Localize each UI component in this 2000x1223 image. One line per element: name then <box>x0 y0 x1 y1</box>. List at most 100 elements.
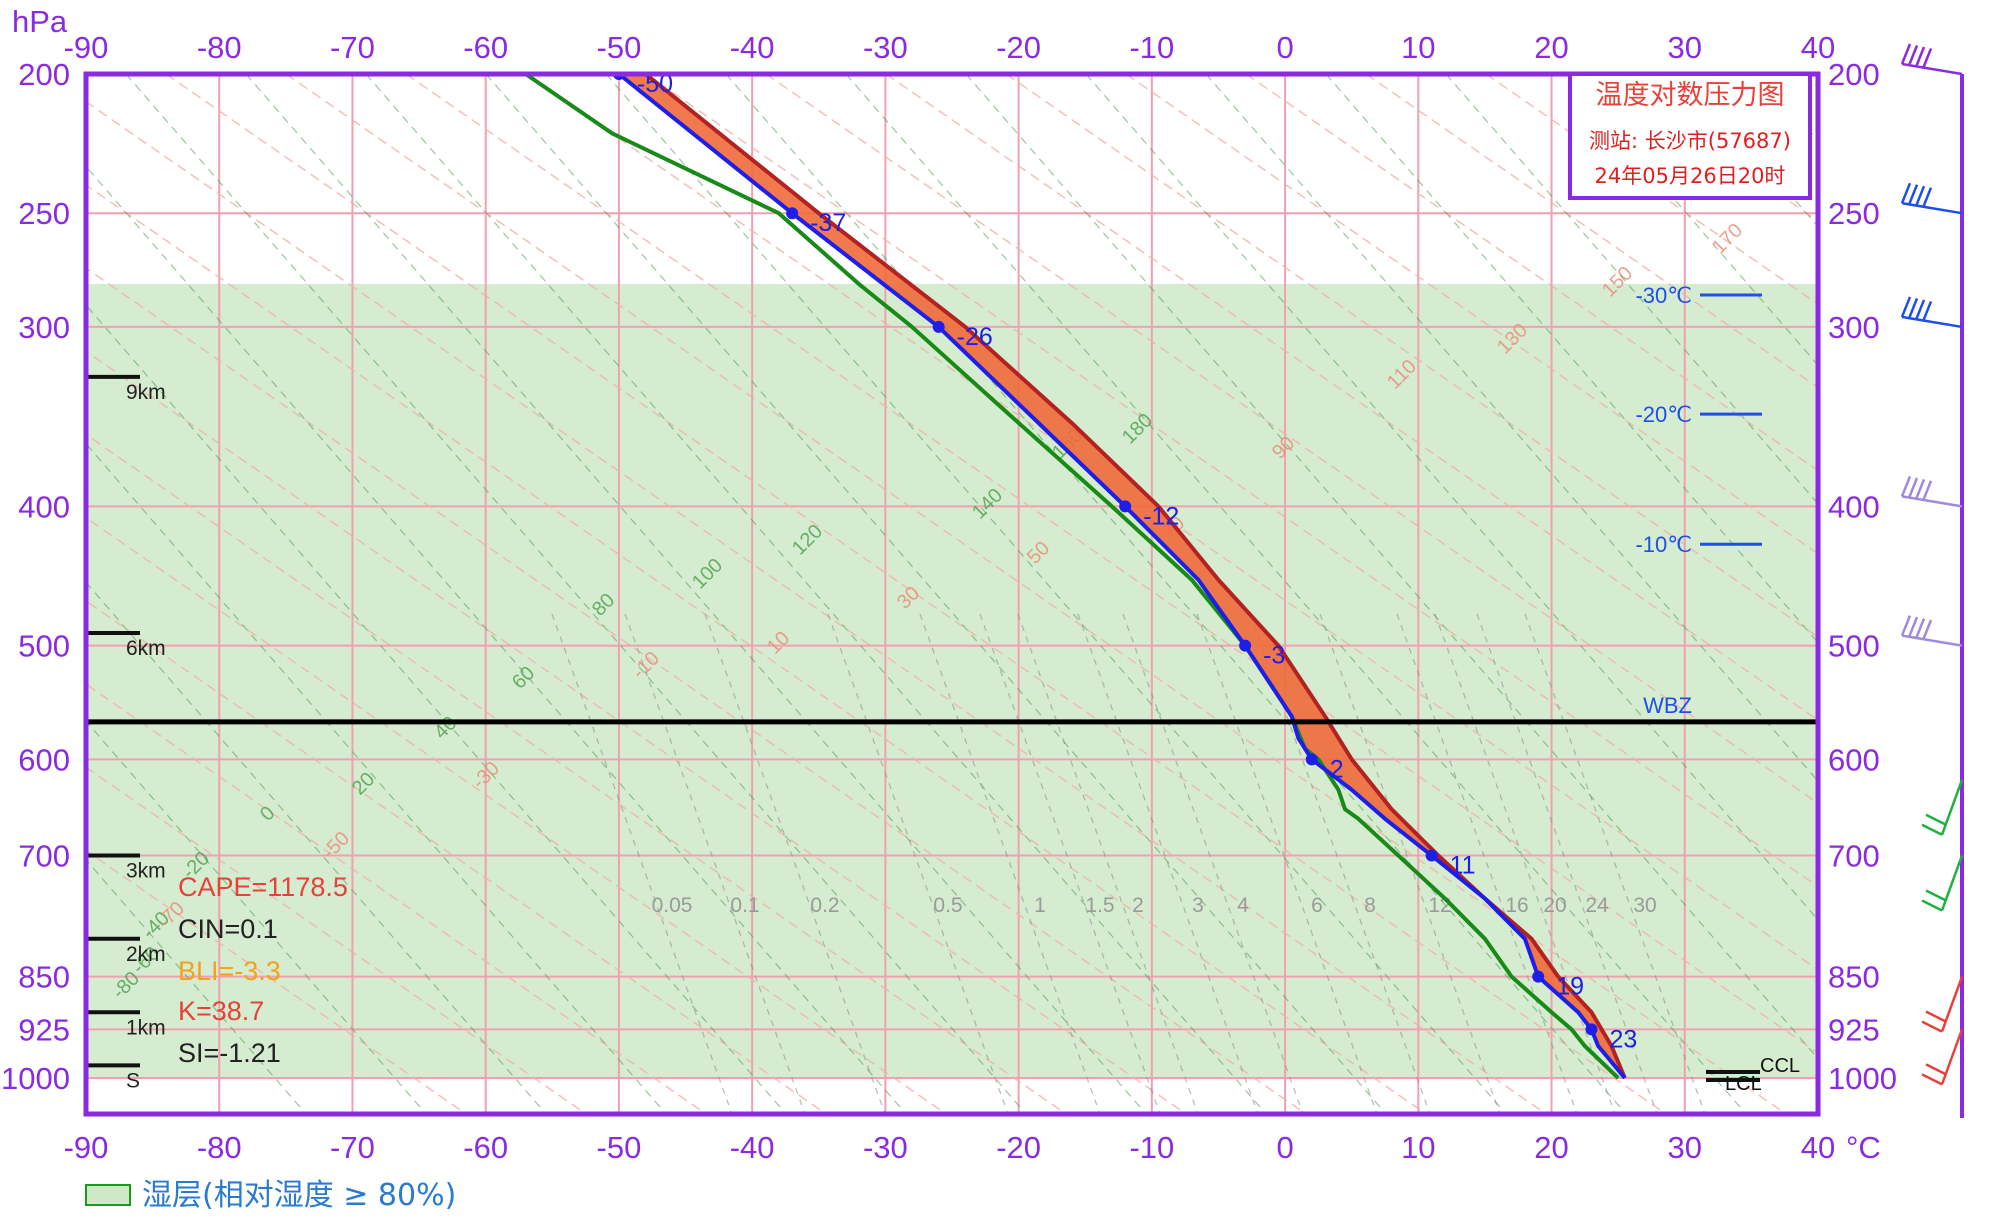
barb-flag <box>1914 299 1926 321</box>
barb-flag <box>1900 182 1912 204</box>
mixing-ratio-label: 12 <box>1428 894 1451 917</box>
mixing-ratio-line <box>979 613 1161 1114</box>
mixing-ratio-label: 1 <box>1034 894 1046 917</box>
dry-adiabat <box>1245 74 1818 472</box>
barb-staff <box>1901 201 1963 215</box>
barb-flag <box>1900 43 1912 65</box>
barb-staff <box>1901 495 1963 508</box>
pressure-tick-label-left: 700 <box>18 838 70 873</box>
dry-adiabat <box>1485 74 1818 306</box>
x-tick-label-top: -90 <box>64 30 109 65</box>
mixing-ratio-line <box>1396 613 1578 1114</box>
stability-index: SI=-1.21 <box>178 1038 281 1068</box>
pressure-tick-label-left: 600 <box>18 742 70 777</box>
mixing-ratio-line <box>1077 613 1259 1114</box>
mixing-ratio-line <box>1122 613 1304 1114</box>
moist-adiabat <box>86 581 547 1114</box>
moist-adiabat <box>365 74 1267 1114</box>
barb-flag <box>1921 480 1933 502</box>
barb-flag <box>1921 1073 1943 1086</box>
barb-flag <box>1914 46 1926 68</box>
barb-staff <box>1940 855 1964 911</box>
temperature-point <box>786 207 799 220</box>
barb-staff <box>1901 315 1963 329</box>
x-tick-label-bottom: 40 <box>1801 1130 1835 1165</box>
mixing-ratio-line <box>704 613 886 1114</box>
pressure-tick-label-left: 200 <box>18 57 70 92</box>
x-tick-label-top: -30 <box>863 30 908 65</box>
x-tick-label-top: 10 <box>1401 30 1435 65</box>
height-marker-label: 3km <box>126 859 166 882</box>
barb-flag <box>1921 187 1933 209</box>
moist-adiabat <box>1565 74 1818 367</box>
wind-barb-icon <box>1900 182 1963 215</box>
parcel-line <box>644 74 1627 1079</box>
barb-flag <box>1925 1010 1947 1023</box>
moist-adiabat <box>1085 74 1818 921</box>
mixing-ratio-line <box>551 613 733 1114</box>
x-tick-label-top: -80 <box>197 30 242 65</box>
pressure-tick-label-right: 925 <box>1828 1012 1880 1047</box>
mixing-ratio-line <box>919 613 1101 1114</box>
lcl-label: LCL <box>1725 1073 1762 1095</box>
x-tick-label-top: 40 <box>1801 30 1835 65</box>
moist-layer-rect <box>86 283 1818 1078</box>
barb-flag <box>1907 477 1919 499</box>
dry-adiabat <box>1125 74 1818 555</box>
pressure-tick-label-right: 600 <box>1828 742 1880 777</box>
wind-barb-icon <box>1921 779 1964 836</box>
mixing-ratio-line <box>1017 613 1199 1114</box>
pressure-unit: hPa <box>12 4 68 39</box>
barb-flag <box>1900 615 1912 637</box>
temperature-value-label: -3 <box>1263 642 1285 670</box>
barb-flag <box>1907 616 1919 638</box>
x-tick-label-top: -40 <box>730 30 775 65</box>
moist-adiabat <box>1325 74 1818 644</box>
barb-staff <box>1940 779 1964 836</box>
pressure-tick-label-right: 400 <box>1828 489 1880 524</box>
level-marker-label: -20℃ <box>1635 402 1692 427</box>
mixing-ratio-label: 30 <box>1633 894 1656 917</box>
barb-flag <box>1921 899 1943 912</box>
wind-barb-icon <box>1900 296 1963 329</box>
temperature-point <box>1239 639 1252 652</box>
temperature-level-markers: -30℃ -20℃ -10℃ WBZ <box>1635 283 1762 718</box>
pressure-tick-label-left: 500 <box>18 629 70 664</box>
x-tick-label-bottom: -90 <box>64 1130 109 1165</box>
moist-adiabat <box>1205 74 1818 783</box>
dry-adiabat <box>1966 74 2000 1114</box>
mixing-ratio-label: 6 <box>1311 894 1323 917</box>
height-marker-label: 2km <box>126 943 166 966</box>
pressure-tick-label-left: 400 <box>18 489 70 524</box>
moist-adiabat <box>485 74 1387 1114</box>
wind-barb-icon <box>1921 1028 1964 1086</box>
barb-flag <box>1921 619 1933 641</box>
mixing-ratio-label: 1.5 <box>1085 894 1114 917</box>
moist-adiabat <box>965 74 1818 1060</box>
x-tick-label-bottom: -40 <box>730 1130 775 1165</box>
temperature-point <box>1305 753 1318 766</box>
stability-index: BLI=-3.3 <box>178 956 281 986</box>
x-tick-label-top: -70 <box>330 30 375 65</box>
barb-flag <box>1900 475 1912 497</box>
barb-flag <box>1921 300 1933 322</box>
dry-adiabat <box>885 74 1818 722</box>
mixing-ratio-label: 3 <box>1192 894 1204 917</box>
level-marker-label: WBZ <box>1643 693 1692 718</box>
mixing-ratio-label: 20 <box>1543 894 1566 917</box>
pressure-tick-label-right: 200 <box>1828 57 1880 92</box>
pressure-tick-label-right: 700 <box>1828 838 1880 873</box>
barb-flag <box>1914 478 1926 500</box>
pressure-tick-label-left: 300 <box>18 310 70 345</box>
temperature-value-label: 2 <box>1330 755 1344 783</box>
barb-flag <box>1914 618 1926 640</box>
pressure-tick-label-right: 850 <box>1828 960 1880 995</box>
dry-adiabat <box>525 74 1818 971</box>
barb-staff <box>1901 62 1963 76</box>
barb-staff <box>1940 976 1964 1033</box>
barb-staff <box>1901 634 1963 647</box>
x-tick-label-bottom: 10 <box>1401 1130 1435 1165</box>
mixing-ratio-line <box>1476 613 1658 1114</box>
barb-flag <box>1925 1063 1947 1076</box>
